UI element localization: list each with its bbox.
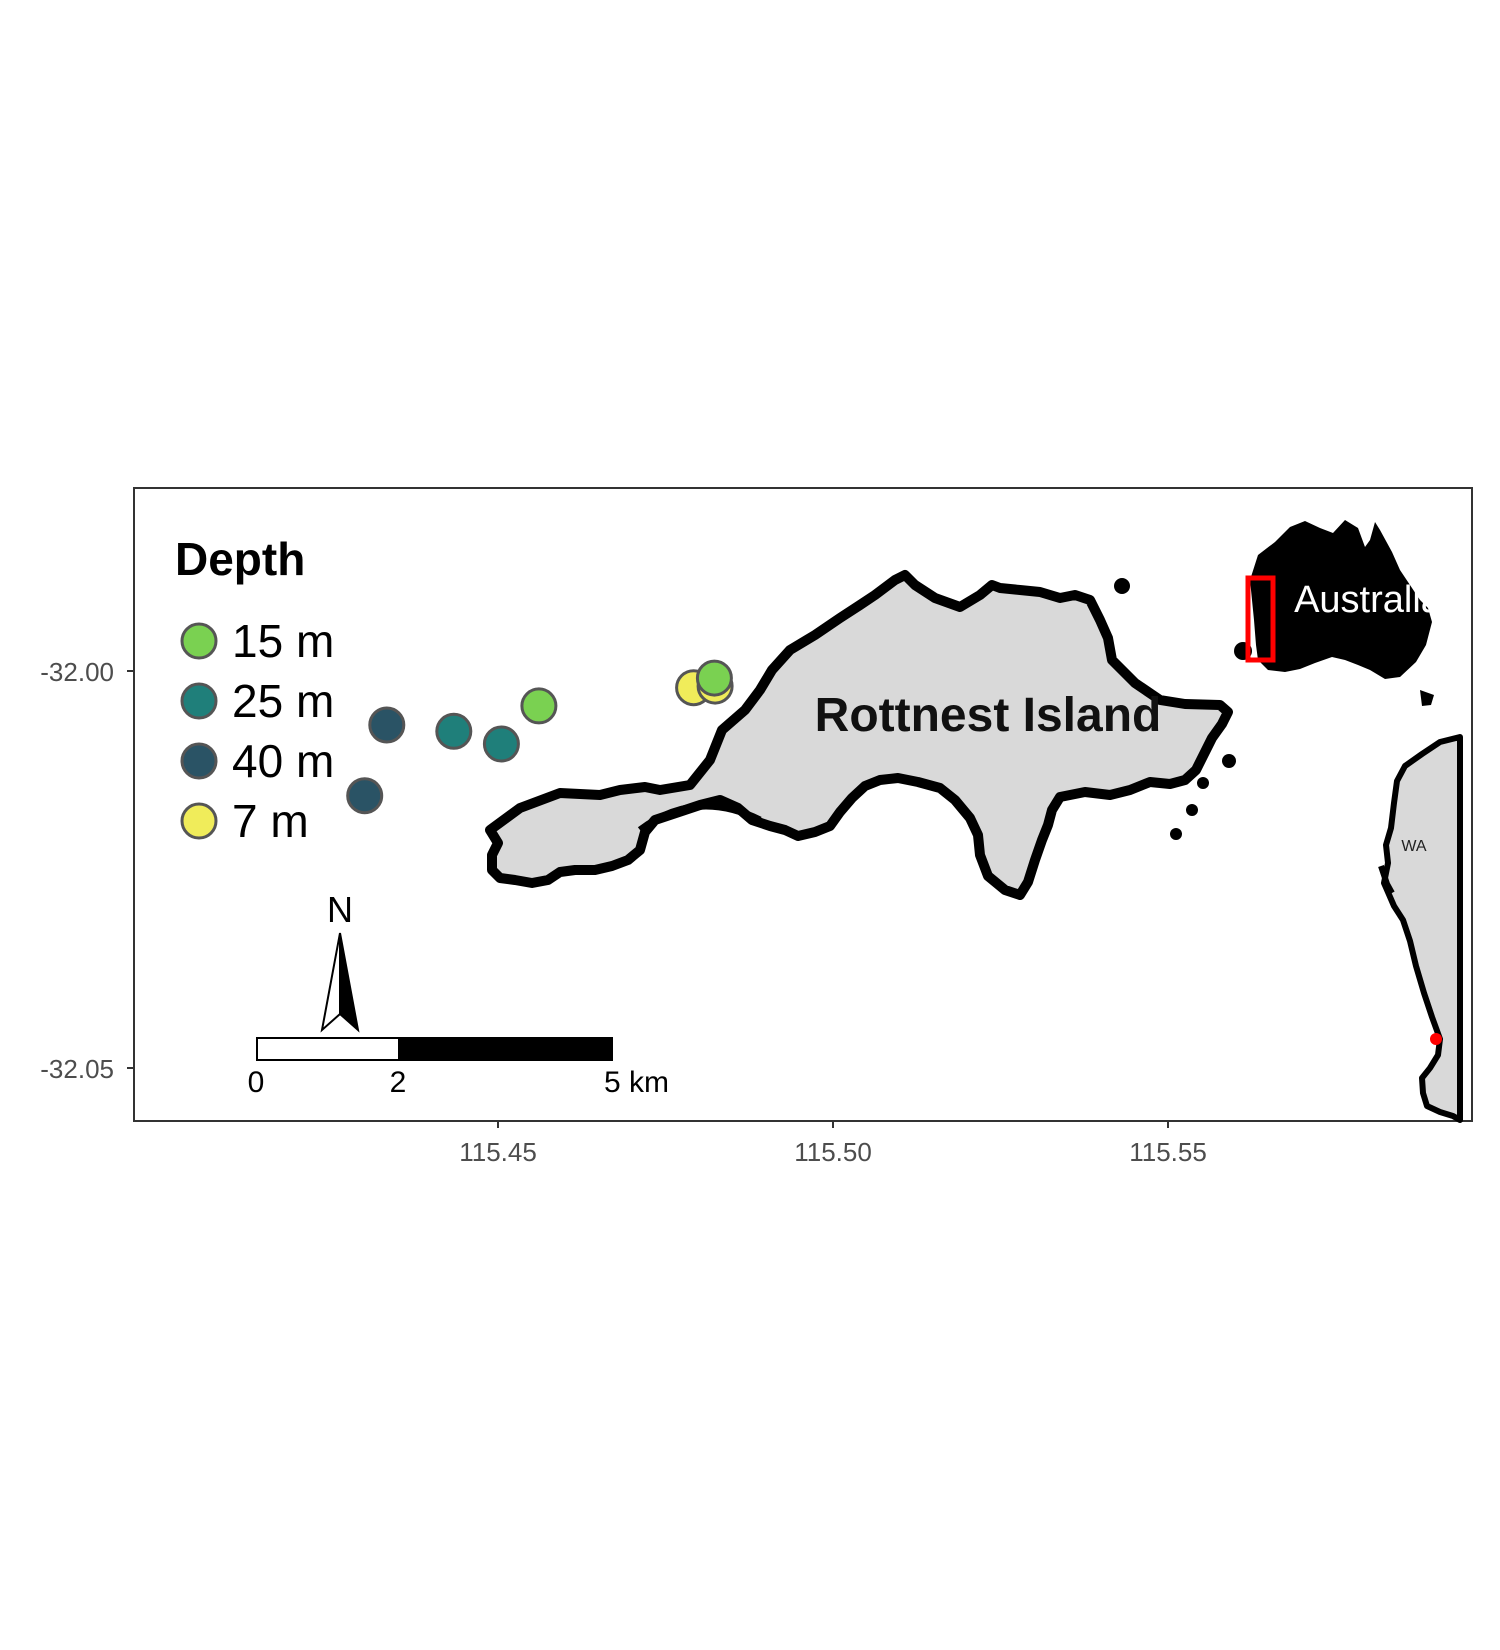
sample-site-point — [520, 687, 558, 725]
australia-label: Australia — [1294, 579, 1443, 621]
north-label: N — [327, 889, 353, 930]
site-location-marker — [1430, 1033, 1442, 1045]
wa-label: WA — [1401, 838, 1427, 855]
north-arrow: N — [320, 889, 360, 1033]
rock-shoal — [1114, 578, 1130, 594]
wa-coastline-detail — [1378, 865, 1395, 895]
axis-ticks — [127, 670, 1169, 1128]
north-arrow-right — [339, 932, 360, 1033]
scale-bar: 0 2 5 km — [248, 1037, 669, 1099]
legend-swatch-40m — [180, 742, 218, 780]
scale-label: 5 km — [604, 1066, 669, 1099]
sample-site-point — [346, 777, 384, 815]
x-tick-label: 115.50 — [794, 1137, 872, 1167]
tasmania-silhouette — [1420, 690, 1434, 706]
y-tick-label: -32.05 — [40, 1054, 114, 1084]
scale-label: 2 — [390, 1066, 407, 1099]
legend-label: 7 m — [232, 795, 309, 847]
rock-shoal — [1222, 754, 1236, 768]
rock-shoal — [1197, 777, 1209, 789]
sample-sites — [346, 659, 734, 815]
sample-site-point — [695, 659, 733, 697]
sample-site-point — [435, 712, 473, 750]
inset-wa-coast: WA — [1378, 734, 1463, 1123]
sample-site-point — [482, 725, 520, 763]
inset-australia: Australia — [1245, 520, 1443, 706]
x-tick-label: 115.55 — [1129, 1137, 1207, 1167]
rock-shoal — [1170, 828, 1182, 840]
legend-swatch-15m — [180, 622, 218, 660]
legend-label: 15 m — [232, 615, 334, 667]
scale-label: 0 — [248, 1066, 265, 1099]
rottnest-island — [485, 570, 1252, 900]
inset-highlight-box — [1245, 575, 1276, 663]
australia-silhouette — [1250, 520, 1432, 679]
legend-swatch-7m — [180, 802, 218, 840]
legend-label: 25 m — [232, 675, 334, 727]
island-inner-outline — [637, 802, 762, 833]
x-tick-label: 115.45 — [459, 1137, 537, 1167]
sample-site-point — [368, 706, 406, 744]
scale-segment-white — [256, 1037, 400, 1061]
legend-swatch-25m — [180, 682, 218, 720]
scale-segment-black — [398, 1037, 613, 1061]
legend-title: Depth — [175, 533, 305, 585]
rock-shoal — [1186, 804, 1198, 816]
wa-coastline — [1381, 734, 1463, 1123]
island-label: Rottnest Island — [815, 689, 1162, 742]
y-tick-label: -32.00 — [40, 657, 114, 687]
legend-label: 40 m — [232, 735, 334, 787]
legend: Depth 15 m 25 m 40 m 7 m — [175, 533, 334, 847]
